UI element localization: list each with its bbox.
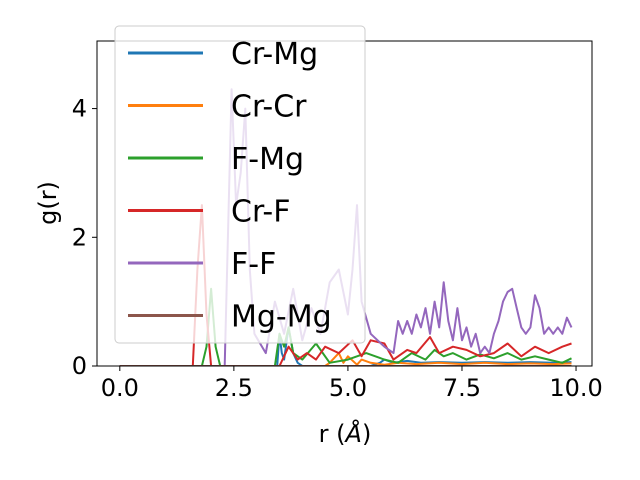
legend-label: F-F [231,247,276,282]
x-tick-label: 7.5 [443,374,481,402]
legend-box [114,25,366,344]
series-line-f-mg [119,287,572,366]
x-axis: 0.0 2.5 5.0 7.5 10.0 [101,366,603,402]
legend-label: Cr-F [231,195,290,230]
legend-label: Cr-Cr [231,90,307,125]
y-tick-label: 2 [72,223,87,251]
legend-label: Mg-Mg [231,300,332,335]
x-tick-label: 5.0 [329,374,367,402]
y-tick-label: 4 [72,95,87,123]
y-tick-label: 0 [72,352,87,380]
legend: Cr-Mg Cr-Cr F-Mg Cr-F F-F Mg-Mg [114,25,366,344]
legend-label: F-Mg [231,142,304,177]
y-axis-label: g(r) [34,181,62,225]
legend-label: Cr-Mg [231,37,318,72]
y-axis: 0 2 4 [72,95,97,380]
x-tick-label: 0.0 [101,374,139,402]
series-line-cr-f [119,204,572,366]
x-tick-label: 10.0 [549,374,602,402]
x-tick-label: 2.5 [215,374,253,402]
legend-items: Cr-Mg Cr-Cr F-Mg Cr-F F-F Mg-Mg [128,37,332,335]
x-axis-label: r (Å) [319,419,372,448]
